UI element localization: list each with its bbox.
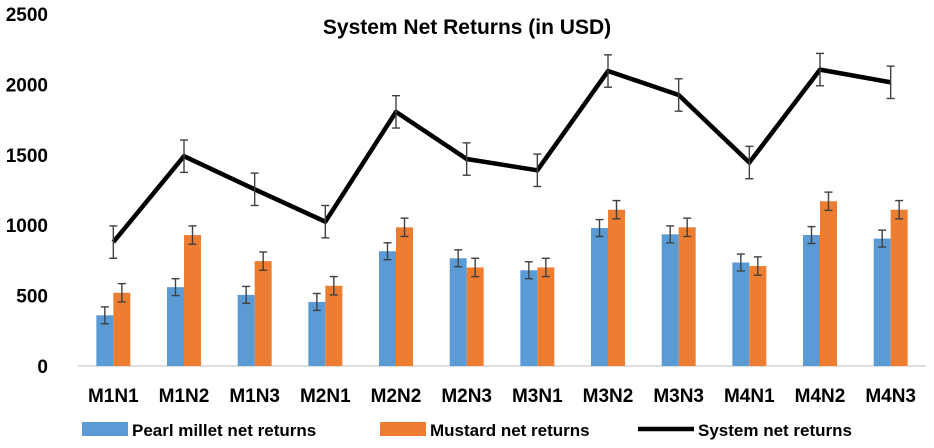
mustard-bar [537, 267, 555, 366]
pearl-bar [96, 315, 114, 366]
y-tick-label: 1500 [6, 146, 48, 167]
pearl-bar [308, 301, 326, 366]
pearl-bar [237, 294, 255, 366]
bars [96, 191, 908, 366]
pearl-bar [591, 228, 608, 366]
y-tick-label: 2500 [6, 5, 48, 26]
pearl-bar [520, 270, 538, 366]
y-tick-label: 1000 [6, 216, 48, 237]
chart-title: System Net Returns (in USD) [323, 16, 611, 39]
x-tick-label: M4N3 [865, 386, 916, 407]
system-line [109, 52, 895, 259]
x-tick-label: M3N1 [512, 386, 563, 407]
mustard-bar [608, 209, 625, 366]
x-axis: M1N1 M1N2 M1N3 M2N1 M2N2 M2N3 M3N1 M3N2 M3N3 M4N1… [78, 365, 926, 407]
mustard-bar [678, 227, 696, 366]
y-tick-label: 0 [37, 357, 48, 378]
mustard-bar [325, 285, 343, 366]
x-tick-label: M4N1 [724, 386, 775, 407]
x-tick-label: M3N2 [583, 386, 634, 407]
x-tick-label: M4N2 [795, 386, 846, 407]
pearl-bar [732, 262, 750, 366]
x-tick-label: M2N3 [441, 386, 492, 407]
mustard-bar [749, 266, 767, 366]
x-tick-label: M1N2 [159, 386, 210, 407]
system-net-returns-line [111, 67, 892, 244]
pearl-bar [661, 234, 679, 366]
x-tick-label: M1N1 [88, 386, 139, 407]
legend-label: System net returns [698, 421, 852, 440]
x-tick-label: M3N3 [653, 386, 704, 407]
legend-label: Mustard net returns [430, 421, 590, 440]
legend: Pearl millet net returns Mustard net retu… [82, 421, 852, 440]
pearl-bar [379, 251, 396, 366]
mustard-bar [254, 261, 272, 366]
mustard-bar [113, 292, 131, 366]
legend-swatch [380, 422, 426, 436]
pearl-bar [803, 235, 820, 366]
pearl-bar [449, 258, 467, 366]
pearl-bar [873, 238, 891, 366]
x-tick-label: M2N2 [371, 386, 422, 407]
y-tick-label: 500 [16, 287, 48, 308]
legend-label: Pearl millet net returns [132, 421, 316, 440]
mustard-bar [466, 267, 484, 366]
x-tick-label: M2N1 [300, 386, 351, 407]
legend-swatch [82, 422, 128, 436]
y-axis: 0 500 1000 1500 2000 2500 [6, 5, 48, 378]
mustard-bar [820, 201, 837, 366]
mustard-bar [890, 209, 908, 366]
mustard-bar [184, 235, 201, 366]
y-tick-label: 2000 [6, 75, 48, 96]
mustard-bar [396, 227, 413, 366]
pearl-bar [167, 287, 184, 366]
x-tick-label: M1N3 [229, 386, 280, 407]
